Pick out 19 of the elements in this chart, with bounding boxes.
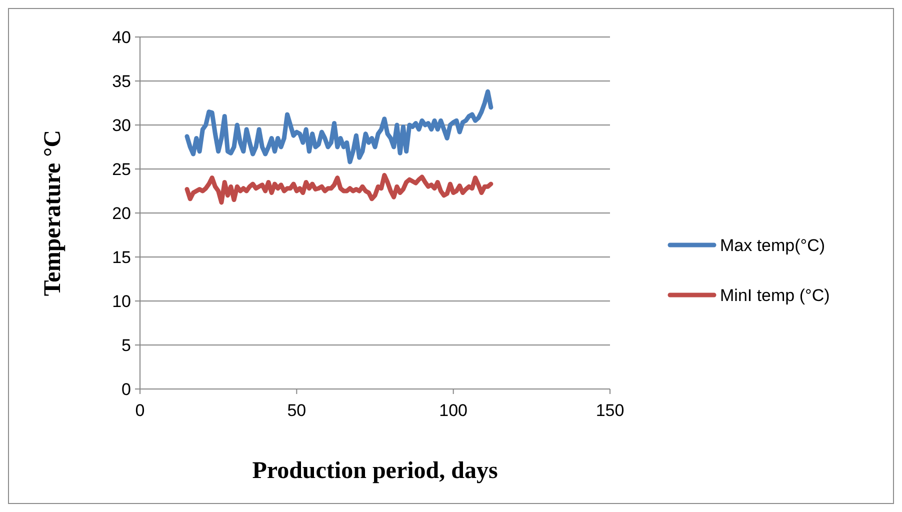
- line-series: [184, 89, 494, 164]
- y-axis-title: Temperature °C: [40, 130, 66, 296]
- line-series: [184, 172, 494, 205]
- y-tick-label: 5: [122, 336, 131, 355]
- y-tick-label: 0: [122, 380, 131, 399]
- y-tick-label: 30: [112, 116, 131, 135]
- y-tick-label: 15: [112, 248, 131, 267]
- x-tick-label: 50: [287, 401, 306, 420]
- y-tick-label: 40: [112, 28, 131, 47]
- legend-label: MinI temp (°C): [720, 286, 830, 305]
- y-tick-label: 35: [112, 72, 131, 91]
- x-tick-label: 150: [596, 401, 624, 420]
- x-tick-label: 0: [135, 401, 145, 420]
- x-tick-label: 100: [439, 401, 468, 420]
- y-tick-label: 20: [112, 204, 131, 223]
- legend-label: Max temp(°C): [720, 236, 826, 255]
- y-tick-label: 10: [112, 292, 131, 311]
- y-tick-label: 25: [112, 160, 131, 179]
- x-axis-title: Production period, days: [252, 458, 498, 484]
